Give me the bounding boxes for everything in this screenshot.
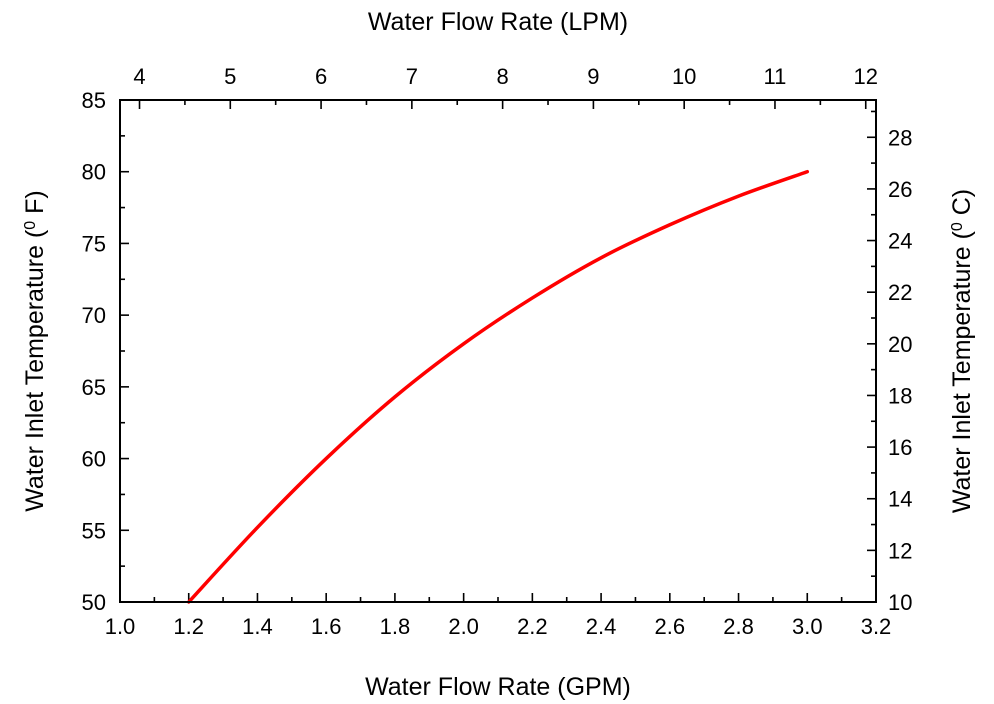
x-tick-label: 2.0 — [448, 614, 479, 639]
y2-tick-label: 20 — [888, 332, 912, 357]
x2-tick-label: 8 — [497, 64, 509, 89]
x2-tick-label: 6 — [315, 64, 327, 89]
y2-tick-label: 18 — [888, 383, 912, 408]
y-tick-label: 55 — [82, 518, 106, 543]
x2-tick-label: 5 — [224, 64, 236, 89]
series-line — [186, 169, 810, 604]
y2-tick-label: 14 — [888, 487, 912, 512]
y-tick-label: 65 — [82, 375, 106, 400]
x2-tick-label: 10 — [672, 64, 696, 89]
x-tick-label: 1.4 — [242, 614, 273, 639]
y2-tick-label: 24 — [888, 229, 912, 254]
x-tick-label: 3.2 — [861, 614, 892, 639]
x2-tick-label: 12 — [853, 64, 877, 89]
y-tick-label: 80 — [82, 160, 106, 185]
y-axis-title: Water Inlet Temperature (0 F) — [21, 190, 49, 512]
y2-tick-label: 28 — [888, 125, 912, 150]
x2-tick-label: 11 — [764, 64, 787, 89]
y2-tick-label: 12 — [888, 538, 912, 563]
x-tick-label: 1.8 — [380, 614, 411, 639]
x-tick-label: 2.8 — [723, 614, 754, 639]
y2-axis-title-sup: 0 — [949, 222, 966, 231]
y-axis-title-sup: 0 — [22, 221, 39, 230]
x-tick-label: 3.0 — [792, 614, 823, 639]
x-tick-label: 2.2 — [517, 614, 548, 639]
x2-tick-label: 9 — [587, 64, 599, 89]
plot-frame — [119, 99, 877, 603]
x-tick-label: 2.6 — [655, 614, 686, 639]
x-tick-label: 1.6 — [311, 614, 342, 639]
x-axis-title: Water Flow Rate (GPM) — [365, 673, 631, 701]
y2-tick-label: 26 — [888, 177, 912, 202]
y-tick-label: 60 — [82, 447, 106, 472]
y-tick-label: 75 — [82, 231, 106, 256]
ticks — [119, 99, 877, 603]
y-tick-label: 85 — [82, 88, 106, 113]
x-tick-label: 2.4 — [586, 614, 617, 639]
tick-labels: 1.0 1.2 1.4 1.6 1.8 2.0 2.2 2.4 2.6 2.8 3.0 3.2 4 5 6 7… — [82, 64, 913, 639]
y2-tick-label: 10 — [888, 590, 912, 615]
x-tick-label: 1.2 — [173, 614, 204, 639]
x2-tick-label: 4 — [133, 64, 145, 89]
x2-tick-label: 7 — [406, 64, 418, 89]
y2-tick-label: 16 — [888, 435, 912, 460]
x-tick-label: 1.0 — [105, 614, 136, 639]
y-tick-label: 50 — [82, 590, 106, 615]
y2-tick-label: 22 — [888, 280, 912, 305]
y2-axis-title: Water Inlet Temperature (0 C) — [948, 189, 976, 513]
y-tick-label: 70 — [82, 303, 106, 328]
x2-axis-title: Water Flow Rate (LPM) — [368, 8, 628, 36]
